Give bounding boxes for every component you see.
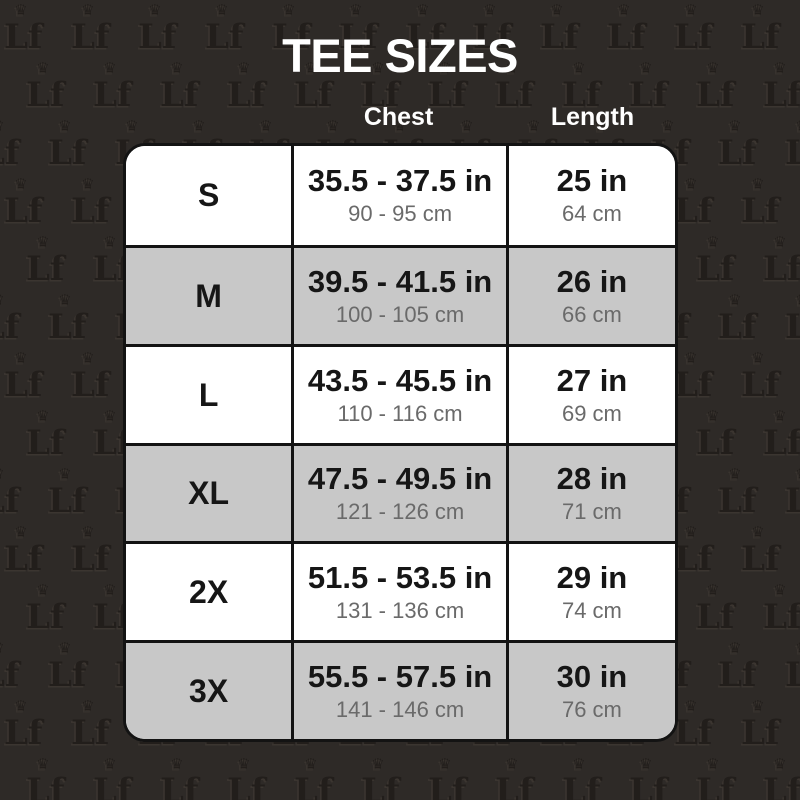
length-cm: 66 cm [561, 301, 622, 327]
chest-cell: 47.5 - 49.5 in 121 - 126 cm [291, 445, 506, 542]
size-label: 2X [189, 574, 229, 611]
length-inches: 27 in [556, 362, 628, 398]
length-inches: 25 in [556, 163, 628, 199]
length-inches: 28 in [556, 461, 628, 497]
length-cell: 30 in 76 cm [505, 643, 675, 739]
chest-inches: 39.5 - 41.5 in [307, 263, 493, 299]
size-label: 3X [189, 673, 229, 710]
length-cell: 29 in 74 cm [505, 544, 675, 641]
chest-inches: 47.5 - 49.5 in [307, 461, 493, 497]
length-inches: 26 in [556, 263, 628, 299]
chest-inches: 55.5 - 57.5 in [307, 659, 493, 695]
size-label: S [197, 177, 220, 214]
chest-cm: 141 - 146 cm [335, 697, 465, 723]
chest-inches: 43.5 - 45.5 in [307, 362, 493, 398]
chest-cell: 51.5 - 53.5 in 131 - 136 cm [291, 544, 506, 641]
length-cell: 28 in 71 cm [505, 445, 675, 542]
chest-cm: 131 - 136 cm [335, 598, 465, 624]
length-cell: 25 in 64 cm [505, 146, 675, 245]
size-label: L [198, 376, 219, 413]
chest-cell: 55.5 - 57.5 in 141 - 146 cm [291, 643, 506, 739]
length-inches: 29 in [556, 560, 628, 596]
chest-inches: 35.5 - 37.5 in [307, 163, 493, 199]
size-cell: M [126, 248, 291, 344]
length-cell: 27 in 69 cm [505, 346, 675, 443]
size-label: M [195, 277, 222, 314]
page-title: TEE SIZES [282, 29, 518, 82]
table-row: 2X 51.5 - 53.5 in 131 - 136 cm 29 in 74 … [126, 541, 675, 641]
table-row: S 35.5 - 37.5 in 90 - 95 cm 25 in 64 cm [126, 146, 675, 245]
chest-cm: 110 - 116 cm [337, 400, 463, 426]
length-cm: 76 cm [561, 697, 622, 723]
size-cell: S [126, 146, 291, 245]
table-row: L 43.5 - 45.5 in 110 - 116 cm 27 in 69 c… [126, 343, 675, 443]
size-label: XL [188, 475, 230, 512]
table-row: M 39.5 - 41.5 in 100 - 105 cm 26 in 66 c… [126, 244, 675, 344]
length-cm: 74 cm [561, 598, 622, 624]
chest-cm: 100 - 105 cm [335, 301, 465, 327]
chest-column-header: Chest [363, 103, 434, 131]
tee-sizes-table: S 35.5 - 37.5 in 90 - 95 cm 25 in 64 cm … [123, 143, 678, 742]
length-inches: 30 in [556, 659, 628, 695]
chest-cm: 90 - 95 cm [348, 201, 453, 227]
chest-inches: 51.5 - 53.5 in [307, 560, 493, 596]
chest-cm: 121 - 126 cm [335, 499, 465, 525]
column-headers: Chest Length [123, 102, 678, 132]
length-cm: 69 cm [561, 400, 622, 426]
table-row: 3X 55.5 - 57.5 in 141 - 146 cm 30 in 76 … [126, 640, 675, 739]
size-cell: 3X [126, 643, 291, 739]
size-cell: 2X [126, 544, 291, 640]
length-cell: 26 in 66 cm [505, 247, 675, 344]
chest-cell: 39.5 - 41.5 in 100 - 105 cm [291, 247, 506, 344]
length-column-header: Length [550, 103, 635, 131]
chest-cell: 43.5 - 45.5 in 110 - 116 cm [291, 346, 506, 443]
chest-cell: 35.5 - 37.5 in 90 - 95 cm [291, 146, 506, 245]
table-row: XL 47.5 - 49.5 in 121 - 126 cm 28 in 71 … [126, 442, 675, 542]
size-cell: L [126, 347, 291, 443]
length-cm: 71 cm [561, 499, 622, 525]
length-cm: 64 cm [561, 201, 622, 227]
size-cell: XL [126, 446, 291, 542]
